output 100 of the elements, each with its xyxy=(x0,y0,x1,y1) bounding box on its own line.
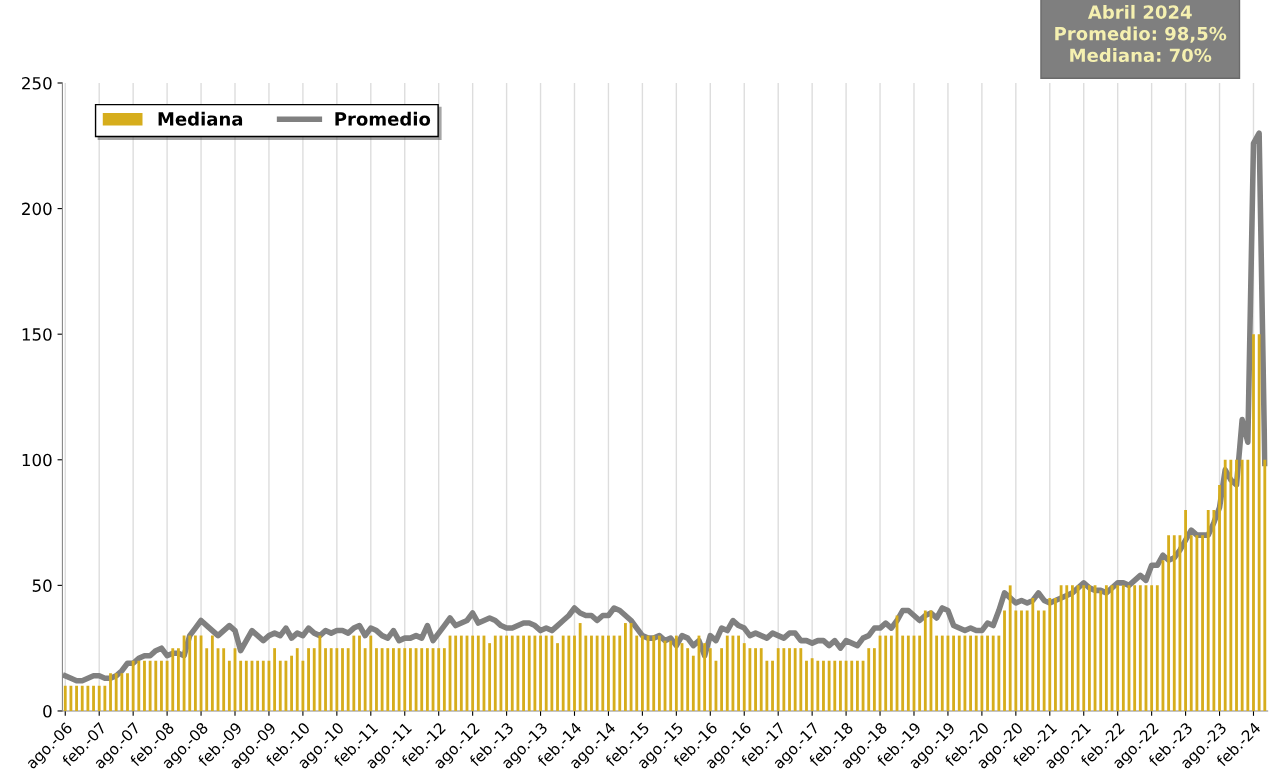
bar xyxy=(1054,597,1057,711)
bar xyxy=(980,635,984,711)
bar xyxy=(793,648,797,711)
bar xyxy=(493,635,497,711)
bar xyxy=(1099,590,1103,711)
bar xyxy=(691,655,695,711)
bar xyxy=(788,648,791,711)
bar xyxy=(754,648,757,711)
bar xyxy=(578,623,582,711)
bar xyxy=(92,685,95,711)
bar xyxy=(737,635,740,711)
bar xyxy=(193,635,197,711)
bar xyxy=(454,635,458,711)
bar xyxy=(1116,585,1120,711)
bar xyxy=(505,635,509,711)
bar xyxy=(1240,459,1244,711)
bar xyxy=(940,635,944,711)
bar xyxy=(1172,535,1176,711)
bar xyxy=(799,648,803,711)
bar xyxy=(991,635,995,711)
y-tick-label: 50 xyxy=(32,579,52,592)
bar xyxy=(1155,585,1159,711)
bar xyxy=(1138,585,1142,711)
bar xyxy=(1037,610,1040,711)
bar xyxy=(567,635,571,711)
bar xyxy=(471,635,475,711)
bar xyxy=(550,635,554,711)
bar xyxy=(126,673,129,711)
bar xyxy=(261,660,265,711)
bar xyxy=(516,635,520,711)
bar xyxy=(375,648,378,711)
bar xyxy=(1184,510,1187,711)
bar xyxy=(1087,585,1091,711)
bar xyxy=(1150,585,1154,711)
bar xyxy=(425,648,429,711)
bar xyxy=(244,660,248,711)
bar xyxy=(188,635,192,711)
bar xyxy=(901,635,905,711)
bar xyxy=(148,660,152,711)
bar xyxy=(1201,535,1204,711)
bar xyxy=(1229,459,1233,711)
bar xyxy=(703,643,707,711)
bar xyxy=(1246,459,1250,711)
bar xyxy=(408,648,412,711)
y-tick-label: 0 xyxy=(43,704,52,718)
bar xyxy=(160,660,163,711)
bar xyxy=(1025,610,1029,711)
bar xyxy=(386,648,390,711)
bar xyxy=(539,635,542,711)
bar xyxy=(782,648,786,711)
bar xyxy=(624,623,627,711)
bar xyxy=(1071,585,1074,711)
bar xyxy=(86,685,90,711)
bar xyxy=(720,648,724,711)
bar xyxy=(63,685,67,711)
bar xyxy=(120,673,124,711)
bar xyxy=(618,635,622,711)
y-tick-label: 200 xyxy=(22,202,52,216)
bar xyxy=(476,635,480,711)
bar xyxy=(822,660,825,711)
bar xyxy=(833,660,837,711)
bar xyxy=(1020,610,1023,711)
bar xyxy=(527,635,531,711)
bar xyxy=(748,648,752,711)
bar xyxy=(75,685,78,711)
bar xyxy=(1003,610,1006,711)
bar xyxy=(103,685,107,711)
bar xyxy=(1008,585,1012,711)
bar xyxy=(239,660,243,711)
bar xyxy=(318,635,322,711)
bar xyxy=(205,648,209,711)
bar xyxy=(369,635,373,711)
bar xyxy=(301,660,305,711)
bar xyxy=(1042,610,1046,711)
y-tick-label: 250 xyxy=(22,76,52,90)
bar xyxy=(640,635,644,711)
bar xyxy=(295,648,299,711)
bar xyxy=(855,660,859,711)
bar xyxy=(867,648,871,711)
bar xyxy=(210,635,214,711)
bar xyxy=(816,660,820,711)
bar xyxy=(154,660,158,711)
bar xyxy=(635,635,639,711)
bar xyxy=(652,635,656,711)
bar xyxy=(1104,585,1108,711)
bar xyxy=(1218,484,1221,711)
bar xyxy=(612,635,616,711)
bar xyxy=(227,660,231,711)
bar xyxy=(997,635,1001,711)
bar xyxy=(742,643,746,711)
bar xyxy=(358,635,361,711)
bar xyxy=(601,635,605,711)
bar xyxy=(686,648,690,711)
bar xyxy=(957,635,961,711)
bar xyxy=(561,635,565,711)
bar xyxy=(906,635,910,711)
bar xyxy=(335,648,339,711)
bar xyxy=(839,660,842,711)
bar xyxy=(522,635,525,711)
bar xyxy=(97,685,101,711)
